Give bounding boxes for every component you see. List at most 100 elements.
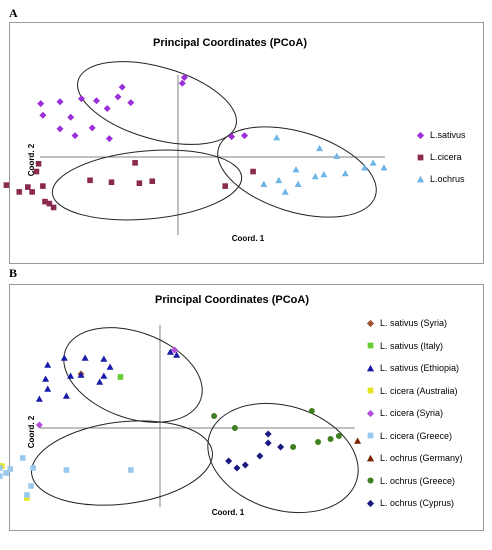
data-point bbox=[56, 98, 64, 106]
data-point bbox=[42, 198, 48, 205]
data-point bbox=[29, 189, 35, 195]
data-point bbox=[335, 433, 342, 439]
data-point bbox=[275, 176, 283, 184]
legend-label: L. ochrus (Germany) bbox=[380, 453, 463, 463]
data-point bbox=[87, 177, 93, 184]
legend-marker bbox=[367, 432, 374, 439]
data-point bbox=[320, 170, 328, 178]
data-point bbox=[273, 134, 281, 141]
data-point bbox=[180, 73, 188, 81]
data-point bbox=[277, 443, 285, 451]
legend-label: L.cicera bbox=[430, 152, 462, 162]
data-point bbox=[290, 444, 297, 450]
legend-item: L. cicera (Australia) bbox=[366, 386, 458, 396]
data-point bbox=[50, 204, 57, 211]
legend-marker bbox=[416, 175, 425, 182]
legend-marker-icon bbox=[367, 477, 374, 484]
data-point bbox=[42, 375, 50, 382]
data-point bbox=[67, 372, 75, 379]
data-point bbox=[71, 132, 79, 140]
data-point bbox=[46, 200, 53, 207]
data-point bbox=[37, 100, 45, 108]
y-axis-label: Coord. 2 bbox=[27, 143, 36, 176]
x-axis-label: Coord. 1 bbox=[212, 508, 245, 517]
legend-label: L. ochrus (Greece) bbox=[380, 475, 456, 486]
data-point bbox=[211, 413, 218, 419]
chart-title: Principal Coordinates (PCoA) bbox=[153, 37, 307, 49]
data-point bbox=[35, 160, 42, 167]
legend-item: L.sativus bbox=[416, 130, 466, 140]
data-point bbox=[62, 392, 70, 399]
legend-marker bbox=[366, 319, 375, 327]
legend-item: L. ochrus (Cyprus) bbox=[366, 498, 454, 508]
legend-marker bbox=[417, 154, 424, 160]
data-point bbox=[33, 168, 40, 175]
data-point bbox=[108, 179, 115, 186]
data-point bbox=[0, 465, 3, 471]
data-point bbox=[24, 492, 30, 498]
data-point bbox=[341, 169, 349, 177]
data-point bbox=[260, 180, 268, 187]
data-point bbox=[264, 430, 272, 438]
data-point bbox=[106, 363, 114, 370]
data-point bbox=[231, 425, 238, 431]
legend-marker-icon bbox=[366, 319, 375, 327]
data-point bbox=[19, 455, 26, 461]
data-point bbox=[40, 183, 46, 189]
data-point bbox=[136, 180, 143, 186]
legend-label: L. cicera (Syria) bbox=[380, 408, 444, 418]
data-point bbox=[128, 467, 134, 473]
data-point bbox=[166, 348, 174, 355]
data-point bbox=[81, 354, 89, 361]
legend-item: L. sativus (Syria) bbox=[366, 318, 447, 328]
data-point bbox=[56, 125, 64, 133]
legend-marker-icon bbox=[367, 432, 374, 439]
data-point bbox=[361, 164, 369, 171]
legend-label: L.sativus bbox=[430, 130, 466, 140]
y-axis-label: Coord. 2 bbox=[27, 415, 36, 448]
data-point bbox=[88, 124, 96, 132]
legend-item: L.cicera bbox=[416, 152, 462, 162]
data-point bbox=[294, 180, 302, 187]
cluster-ellipse bbox=[77, 61, 237, 145]
data-point bbox=[117, 374, 124, 380]
data-point bbox=[114, 93, 122, 101]
cluster-ellipse bbox=[207, 402, 359, 514]
data-point bbox=[241, 461, 249, 469]
legend-marker-icon bbox=[366, 499, 375, 507]
cluster-ellipse bbox=[51, 149, 243, 221]
data-point bbox=[7, 466, 14, 472]
data-point bbox=[281, 188, 289, 195]
legend-label: L. sativus (Italy) bbox=[380, 340, 444, 351]
data-point bbox=[67, 113, 75, 121]
data-point bbox=[44, 385, 52, 392]
data-point bbox=[3, 470, 9, 476]
legend-marker bbox=[366, 499, 375, 507]
data-point bbox=[380, 164, 388, 171]
legend-marker-icon bbox=[366, 364, 375, 371]
legend-item: L. sativus (Ethiopia) bbox=[366, 363, 459, 373]
data-point bbox=[44, 361, 52, 368]
data-point bbox=[103, 105, 111, 112]
legend-marker-icon bbox=[417, 154, 424, 160]
data-point bbox=[178, 79, 186, 87]
data-point bbox=[39, 111, 47, 119]
data-point bbox=[3, 182, 10, 188]
legend-label: L. sativus (Syria) bbox=[380, 318, 448, 328]
data-point bbox=[225, 457, 233, 465]
data-point bbox=[173, 351, 181, 358]
data-point bbox=[63, 467, 70, 473]
legend-item: L. ochrus (Germany) bbox=[366, 453, 463, 463]
legend-label: L. cicera (Australia) bbox=[380, 385, 458, 396]
data-point bbox=[92, 97, 100, 105]
data-point bbox=[96, 378, 104, 385]
cluster-ellipse bbox=[63, 327, 203, 423]
legend-item: L. cicera (Greece) bbox=[366, 431, 452, 441]
data-point bbox=[233, 464, 241, 472]
legend-marker bbox=[366, 409, 375, 417]
data-point bbox=[25, 184, 31, 190]
data-point bbox=[369, 159, 377, 166]
data-point bbox=[354, 437, 362, 444]
